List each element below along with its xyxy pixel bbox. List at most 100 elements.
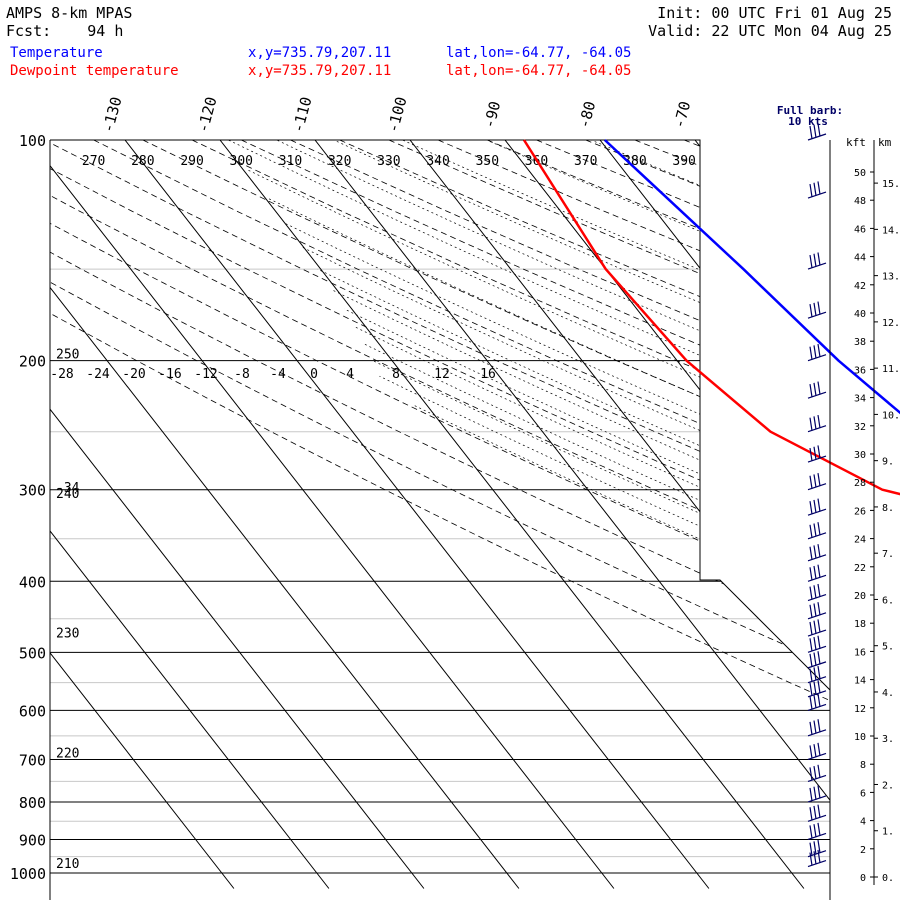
thetae-label: -4 (270, 367, 286, 382)
theta-label: 370 (574, 154, 597, 169)
wind-barb-flag (810, 807, 812, 820)
wind-barb-staff (808, 595, 826, 601)
wind-barb-flag (810, 788, 812, 801)
theta-label: 300 (230, 154, 253, 169)
theta-side-label: 250 (56, 348, 79, 363)
barb-key-line2: 10 kts (788, 115, 828, 128)
frame-edge (50, 140, 830, 900)
wind-barb-flag (814, 254, 816, 267)
wind-barb-flag (814, 474, 816, 487)
km-label-value: 13. (882, 272, 900, 283)
kft-label-value: 4 (860, 817, 866, 828)
dry-adiabat-line (733, 140, 900, 889)
theta-label: 310 (279, 154, 302, 169)
wind-barb-flag (814, 524, 816, 537)
wind-barb-flag (814, 766, 816, 779)
thetae-label: -28 (50, 367, 73, 382)
wind-barb-flag (810, 501, 812, 514)
dry-adiabat-line (438, 140, 900, 889)
kft-label-value: 14 (854, 676, 866, 687)
wind-barb-flag (810, 638, 812, 651)
kft-label-value: 12 (854, 704, 866, 715)
moist-adiabat-line (414, 405, 900, 888)
kft-label-value: 26 (854, 506, 866, 517)
wind-barb-staff (808, 796, 826, 802)
kft-label-value: 36 (854, 365, 866, 376)
wind-barb-flag (810, 525, 812, 538)
dry-adiabat-grid (0, 140, 900, 889)
theta-label: 270 (82, 154, 105, 169)
wind-barb-staff (808, 555, 826, 561)
pressure-tick-label: 700 (19, 751, 46, 769)
wind-barb-flag (810, 622, 812, 635)
kft-label-value: 48 (854, 196, 866, 207)
wind-barb-staff (808, 630, 826, 636)
moist-adiabat-line (487, 140, 900, 889)
wind-barb-flag (810, 745, 812, 758)
theta-side-label: 230 (56, 626, 79, 641)
wind-barb-flag (810, 304, 812, 317)
dry-adiabat-line (537, 140, 900, 889)
isotherm-label: -130 (99, 95, 126, 135)
height-scale: 0246810121416182022242628303234363840424… (854, 140, 900, 885)
thetae-label: 4 (346, 367, 354, 382)
pressure-tick-label: 600 (19, 702, 46, 720)
wind-barb-flag (818, 823, 820, 836)
wind-barb-staff (808, 775, 826, 781)
isotherm-line (0, 140, 519, 889)
wind-barb-flag (818, 636, 820, 649)
wind-barb-flag (818, 584, 820, 597)
thetae-label: 16 (480, 367, 496, 382)
kft-label-value: 20 (854, 591, 866, 602)
theta-label: 340 (426, 154, 449, 169)
km-label-value: 1. (882, 827, 894, 838)
theta-label: 330 (377, 154, 400, 169)
wind-barb-flag (814, 653, 816, 666)
dry-adiabat-line (0, 140, 900, 889)
plot-frame (50, 140, 830, 900)
wind-barb-flag (814, 183, 816, 196)
wind-barb-staff (808, 426, 826, 432)
kft-label-value: 44 (854, 253, 866, 264)
grid-labels: -130-120-110-100-90-80-70-60-50-40-30-20… (50, 95, 900, 872)
kft-label-value: 18 (854, 619, 866, 630)
wind-barb-flag (814, 545, 816, 558)
wind-barb-flag (814, 682, 816, 695)
dry-adiabat-line (143, 140, 900, 889)
wind-barb-flag (818, 565, 820, 578)
dewpoint-line (524, 140, 900, 867)
km-label-value: 2. (882, 780, 894, 791)
kft-label-value: 0 (860, 873, 866, 884)
wind-barb-staff (808, 533, 826, 539)
isotherm-line (125, 140, 709, 889)
kft-label-value: 46 (854, 224, 866, 235)
wind-barb-staff (808, 646, 826, 652)
isotherm-label: -70 (670, 99, 694, 130)
isotherm-label: -100 (384, 95, 411, 135)
sounding-series (524, 140, 900, 867)
kft-label-value: 42 (854, 281, 866, 292)
theta-side-label: 210 (56, 857, 79, 872)
moist-adiabat-line (318, 269, 900, 888)
wind-barb-flag (814, 695, 816, 708)
kft-label-value: 32 (854, 422, 866, 433)
pressure-tick-label: 200 (19, 353, 46, 371)
wind-barb-flag (814, 604, 816, 617)
wind-barb-flag (810, 448, 812, 461)
isotherm-label: -90 (480, 99, 504, 130)
kft-label-value: 50 (854, 168, 866, 179)
wind-barb-staff (808, 753, 826, 759)
pressure-tick-label: 500 (19, 644, 46, 662)
thetae-label: 0 (310, 367, 318, 382)
wind-barb-staff (808, 833, 826, 839)
wind-barb-flag (810, 255, 812, 268)
wind-barb-flag (814, 585, 816, 598)
wind-barb-staff (808, 704, 826, 710)
isotherm-line (0, 140, 234, 889)
dry-adiabat-line (586, 140, 900, 889)
wind-barb-flag (814, 566, 816, 579)
pressure-tick-label: 100 (19, 132, 46, 150)
kft-label-value: 6 (860, 788, 866, 799)
moist-adiabat-line (373, 361, 900, 889)
theta-label: 280 (131, 154, 154, 169)
